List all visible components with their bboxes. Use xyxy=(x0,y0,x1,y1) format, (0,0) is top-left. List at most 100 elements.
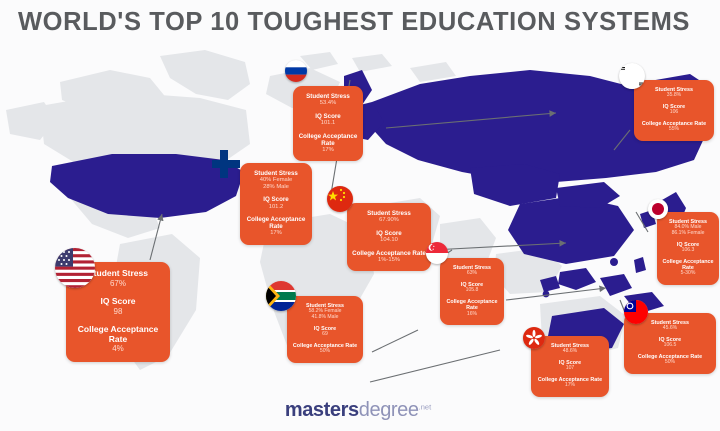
jp-rate-value: 5-30% xyxy=(680,270,696,277)
hk-rate-group: College Acceptance Rate 17% xyxy=(536,377,604,389)
finland-stress-value-female: 40% Female xyxy=(259,177,293,184)
tw-stress-label: Student Stress xyxy=(650,320,690,326)
logo-part-net: .net xyxy=(418,402,432,412)
china-stress-group: Student Stress 67.90% xyxy=(352,210,426,224)
hk-iq-label: IQ Score xyxy=(558,360,582,367)
finland-rate-group: College Acceptance Rate 17% xyxy=(245,216,307,237)
flag-singapore-icon xyxy=(426,242,448,264)
card-singapore[interactable]: Student Stress 63% IQ Score 105.8 Colleg… xyxy=(440,258,504,326)
sa-rate-group: College Acceptance Rate 50% xyxy=(292,343,358,355)
sg-iq-label: IQ Score xyxy=(460,282,484,289)
tw-iq-label: IQ Score xyxy=(658,337,682,344)
logo-part-degree: degree xyxy=(358,399,419,421)
kr-stress-group: Student Stress 35.8% xyxy=(639,87,709,99)
hk-stress-group: Student Stress 48.6% xyxy=(536,343,604,355)
flag-finland-icon xyxy=(212,150,240,178)
flag-china-icon xyxy=(327,186,353,212)
sg-stress-value: 63% xyxy=(466,270,478,277)
china-iq-group: IQ Score 104.10 xyxy=(352,230,426,244)
usa-rate-value: 4% xyxy=(112,344,124,354)
usa-stress-label: Student Stress xyxy=(88,268,148,278)
finland-iq-label: IQ Score xyxy=(263,196,289,204)
kr-iq-label: IQ Score xyxy=(662,104,686,111)
russia-rate-value: 17% xyxy=(322,146,334,153)
tw-iq-group: IQ Score 106.5 xyxy=(629,337,711,349)
russia-stress-label: Student Stress xyxy=(306,93,350,100)
china-stress-label: Student Stress xyxy=(367,210,411,217)
finland-rate-label: College Acceptance Rate xyxy=(246,216,306,231)
usa-rate-label: College Acceptance Rate xyxy=(77,323,159,344)
kr-rate-label: College Acceptance Rate xyxy=(641,121,707,128)
flag-usa-icon xyxy=(55,248,95,288)
china-rate-group: College Acceptance Rate 1%-15% xyxy=(352,250,426,264)
sa-iq-label: IQ Score xyxy=(313,325,337,332)
flag-russia-icon xyxy=(285,60,307,82)
sa-stress-value-male: 41.8% Male xyxy=(311,314,339,321)
sa-stress-value-female: 58.2% Female xyxy=(308,308,342,315)
russia-iq-value: 101.1 xyxy=(320,119,336,126)
jp-stress-value-female: 86.1% Female xyxy=(671,230,705,237)
russia-stress-group: Student Stress 53.4% xyxy=(298,93,358,107)
sg-iq-value: 105.8 xyxy=(465,287,479,294)
kr-iq-value: 106 xyxy=(669,109,679,116)
hk-stress-value: 48.6% xyxy=(562,348,578,355)
hk-rate-label: College Acceptance Rate xyxy=(537,377,603,384)
card-finland[interactable]: Student Stress 40% Female 28% Male IQ Sc… xyxy=(240,163,312,246)
sa-iq-value: 69 xyxy=(322,331,328,338)
tw-rate-group: College Acceptance Rate 50% xyxy=(629,354,711,366)
hk-iq-group: IQ Score 107 xyxy=(536,360,604,372)
russia-iq-label: IQ Score xyxy=(315,112,341,120)
finland-stress-value-male: 28% Male xyxy=(263,183,289,190)
kr-rate-value: 55% xyxy=(668,126,680,133)
flag-south-africa-icon xyxy=(266,281,296,311)
finland-iq-value: 101.2 xyxy=(268,203,284,210)
jp-iq-label: IQ Score xyxy=(676,241,700,248)
card-hong-kong[interactable]: Student Stress 48.6% IQ Score 107 Colleg… xyxy=(531,336,609,398)
kr-iq-group: IQ Score 106 xyxy=(639,104,709,116)
jp-stress-label: Student Stress xyxy=(668,219,708,225)
usa-stress-group: Student Stress 67% xyxy=(71,268,165,288)
finland-rate-value: 17% xyxy=(270,230,282,237)
card-russia[interactable]: Student Stress 53.4% IQ Score 101.1 Coll… xyxy=(293,86,363,162)
sa-rate-label: College Acceptance Rate xyxy=(292,342,358,349)
flag-south-korea-icon xyxy=(619,63,645,89)
russia-rate-group: College Acceptance Rate 17% xyxy=(298,133,358,154)
card-south-africa[interactable]: Student Stress 58.2% Female 41.8% Male I… xyxy=(287,296,363,363)
tw-stress-group: Student Stress 45.6% xyxy=(629,320,711,332)
china-stress-value: 67.90% xyxy=(379,217,399,224)
china-rate-label: College Acceptance Rate xyxy=(352,249,426,257)
finland-iq-group: IQ Score 101.2 xyxy=(245,196,307,210)
jp-stress-value-male: 84.0% Male xyxy=(674,224,702,231)
logo-part-masters: masters xyxy=(284,399,359,421)
jp-iq-value: 106.3 xyxy=(681,247,695,254)
tw-stress-value: 45.6% xyxy=(662,325,678,332)
china-iq-label: IQ Score xyxy=(376,229,402,237)
kr-rate-group: College Acceptance Rate 55% xyxy=(639,121,709,133)
sa-iq-group: IQ Score 69 xyxy=(292,326,358,338)
card-japan[interactable]: Student Stress 84.0% Male 86.1% Female I… xyxy=(657,212,719,286)
sa-stress-label: Student Stress xyxy=(305,303,345,309)
card-china[interactable]: Student Stress 67.90% IQ Score 104.10 Co… xyxy=(347,203,431,272)
card-south-korea[interactable]: Student Stress 35.8% IQ Score 106 Colleg… xyxy=(634,80,714,142)
tw-rate-label: College Acceptance Rate xyxy=(637,354,703,361)
sg-stress-label: Student Stress xyxy=(452,265,492,271)
sg-rate-value: 16% xyxy=(466,310,478,317)
sg-iq-group: IQ Score 105.8 xyxy=(445,282,499,294)
russia-iq-group: IQ Score 101.1 xyxy=(298,113,358,127)
usa-iq-label: IQ Score xyxy=(100,295,136,306)
sg-rate-label: College Acceptance Rate xyxy=(446,299,498,312)
page-title: WORLD'S TOP 10 TOUGHEST EDUCATION SYSTEM… xyxy=(18,8,691,36)
kr-stress-label: Student Stress xyxy=(654,87,694,93)
sa-rate-value: 50% xyxy=(319,348,331,355)
flag-taiwan-icon xyxy=(624,300,648,324)
brand-logo[interactable]: mastersdegree.net xyxy=(258,399,458,425)
china-rate-value: 1%-15% xyxy=(378,256,400,263)
sg-stress-group: Student Stress 63% xyxy=(445,265,499,277)
finland-stress-label: Student Stress xyxy=(254,170,298,177)
russia-rate-label: College Acceptance Rate xyxy=(298,132,358,147)
tw-rate-value: 50% xyxy=(664,359,676,366)
usa-iq-group: IQ Score 98 xyxy=(71,295,165,316)
tw-iq-value: 106.5 xyxy=(663,342,677,349)
usa-stress-value: 67% xyxy=(109,278,126,288)
